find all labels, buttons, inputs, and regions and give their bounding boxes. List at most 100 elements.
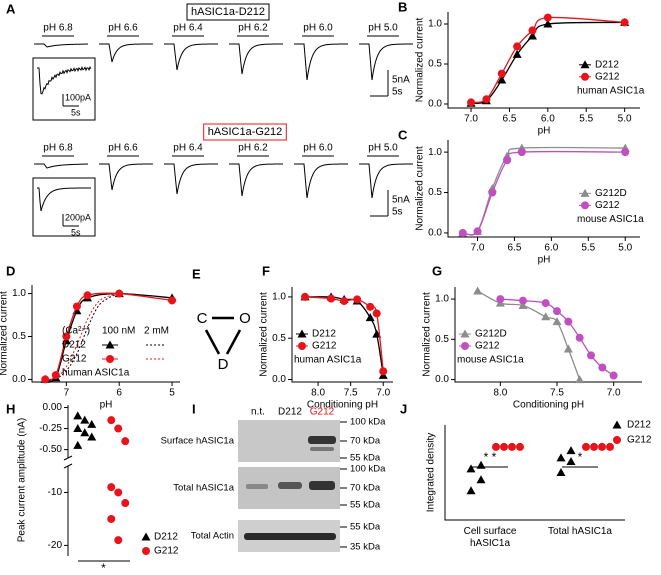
legend-label: D212 <box>62 340 86 351</box>
blot-band <box>310 447 334 451</box>
data-point <box>598 442 606 451</box>
inset-trace <box>37 66 92 95</box>
y-axis-label: Normalized current <box>259 292 270 377</box>
annotation: human ASIC1a <box>62 368 130 379</box>
marker-label: 100 kDa <box>350 464 386 475</box>
condition-label: pH 6.8 <box>43 143 73 154</box>
data-point <box>556 468 566 476</box>
legend-marker <box>298 342 306 350</box>
legend-label: G212 <box>595 200 620 211</box>
data-point <box>372 309 381 318</box>
panel-letter: E <box>192 266 201 281</box>
condition-label: pH 6.6 <box>108 23 138 34</box>
legend-header: 100 nM <box>102 326 135 337</box>
condition-label: pH 5.0 <box>368 23 398 34</box>
y-axis-label: Normalized current <box>415 18 426 103</box>
lane-label: D212 <box>278 407 302 418</box>
y-tick-label: 0.5 <box>428 187 442 198</box>
y-tick-label: 1.0 <box>272 292 286 303</box>
data-point <box>114 536 123 545</box>
legend-label: G212 <box>627 435 652 446</box>
marker-label: 35 kDa <box>350 542 381 553</box>
y-tick-label: -10 <box>48 487 63 498</box>
y-tick-label: 0.5 <box>435 334 449 345</box>
x-tick-label: 8.0 <box>493 388 507 399</box>
data-point <box>513 42 522 51</box>
data-point <box>73 424 83 433</box>
current-trace <box>359 43 414 81</box>
annotation: * * <box>484 450 497 464</box>
legend-marker <box>580 188 590 197</box>
data-point <box>488 188 497 197</box>
axis-frame <box>291 287 393 383</box>
diagram-edge <box>204 329 221 355</box>
scale-label: 5s <box>392 207 403 218</box>
data-point <box>496 295 505 304</box>
data-point <box>107 416 116 425</box>
inset-box <box>32 57 96 121</box>
data-point <box>80 415 90 424</box>
data-point <box>473 227 482 236</box>
data-point <box>575 333 584 342</box>
marker-label: 100 kDa <box>350 417 386 428</box>
y-tick-label: -0.25 <box>39 423 62 434</box>
data-point <box>379 367 388 376</box>
x-axis-label: pH <box>100 400 113 411</box>
axis-frame <box>447 140 640 238</box>
legend-marker <box>581 72 589 81</box>
current-trace <box>359 163 414 199</box>
data-point <box>517 148 526 157</box>
data-point <box>62 332 71 341</box>
axis-break <box>63 463 73 469</box>
diagram-edge <box>225 329 242 355</box>
data-point <box>563 344 573 353</box>
condition-label: pH 6.6 <box>108 143 138 154</box>
marker-label: 70 kDa <box>350 483 381 494</box>
marker-label: 70 kDa <box>350 436 381 447</box>
x-tick-label: 5.0 <box>618 243 632 254</box>
panel-letter: D <box>6 263 15 278</box>
y-tick-label: 0.5 <box>12 331 26 342</box>
data-point <box>512 49 522 58</box>
data-point <box>609 371 618 380</box>
x-axis-label: Conditioning pH <box>307 400 378 411</box>
data-point <box>566 446 576 455</box>
data-point <box>467 98 476 107</box>
condition-label: pH 6.2 <box>238 23 268 34</box>
condition-label: pH 6.0 <box>303 143 333 154</box>
data-point <box>107 483 116 492</box>
current-trace <box>164 43 219 71</box>
data-point <box>564 317 573 326</box>
marker-label: 55 kDa <box>350 522 381 533</box>
data-point <box>497 69 506 78</box>
x-tick-label: 5.5 <box>581 243 595 254</box>
annotation: * <box>101 561 106 575</box>
x-tick-label: 5.5 <box>579 114 593 125</box>
dotted-fit <box>55 293 120 380</box>
scale-label: 100pA <box>65 92 91 102</box>
data-point <box>87 419 97 428</box>
data-point <box>582 442 590 451</box>
row-label: Surface hASIC1a <box>161 436 235 447</box>
data-point <box>516 442 524 451</box>
data-point <box>492 442 500 451</box>
scale-label: 200pA <box>65 212 91 222</box>
y-axis-label: Normalized current <box>415 146 426 231</box>
axis-frame <box>447 12 640 109</box>
data-point <box>543 13 552 22</box>
current-trace <box>99 43 154 63</box>
panel-letter: I <box>192 401 196 416</box>
data-point <box>500 442 508 451</box>
x-tick-label: Cell surface hASIC1a <box>463 526 517 549</box>
marker-label: 55 kDa <box>350 500 381 511</box>
data-point <box>458 228 467 237</box>
y-tick-label: 1.0 <box>428 19 442 30</box>
scale-label: 5nA <box>392 195 410 206</box>
row-label: Total Actin <box>191 531 234 542</box>
data-point <box>553 307 561 316</box>
y-tick-label: 0.5 <box>272 333 286 344</box>
x-tick-label: 6.5 <box>502 114 516 125</box>
panel-letter: C <box>398 127 408 142</box>
scale-label: 5s <box>71 227 81 237</box>
